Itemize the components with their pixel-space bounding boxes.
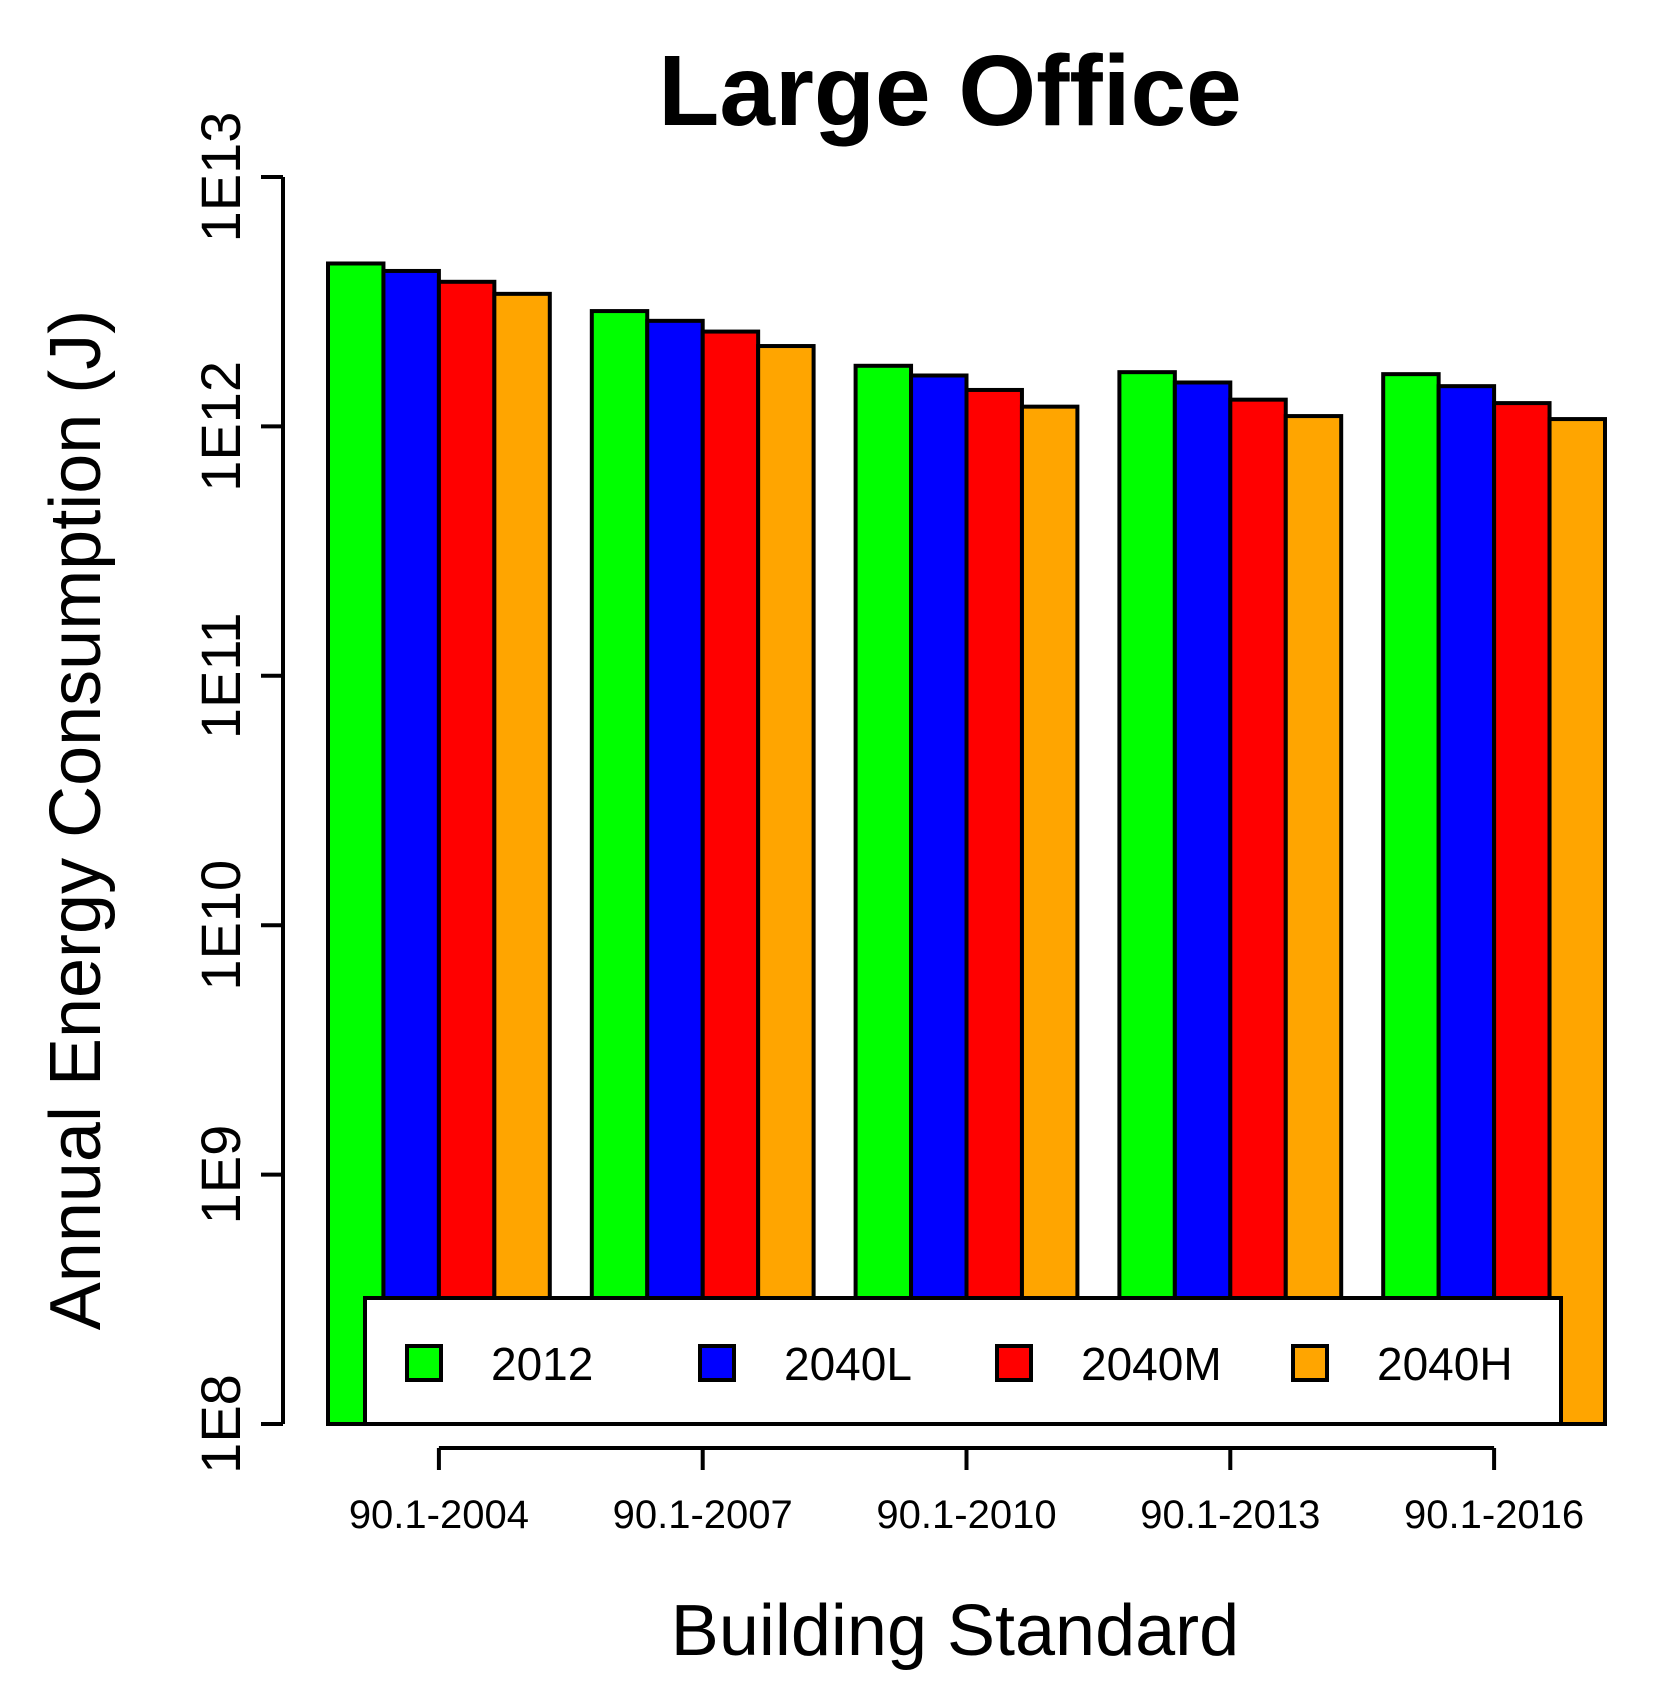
legend-box — [363, 1296, 1563, 1426]
bar — [1172, 380, 1233, 1427]
legend-label: 2040H — [1377, 1338, 1513, 1390]
x-axis: 90.1-2004 90.1-2007 90.1-2010 90.1-2013 90.1… — [349, 1446, 1584, 1537]
legend-label: 2040M — [1081, 1338, 1222, 1390]
y-tick-label: 1E8 — [189, 1374, 252, 1474]
bar — [909, 373, 969, 1427]
bar — [700, 329, 761, 1426]
bar — [853, 363, 914, 1427]
bar — [436, 279, 497, 1426]
x-tick-label: 90.1-2016 — [1404, 1493, 1584, 1537]
x-tick-label: 90.1-2004 — [349, 1493, 529, 1537]
y-tick-label: 1E13 — [189, 112, 252, 243]
x-tick-label: 90.1-2007 — [613, 1493, 793, 1537]
x-tick-label: 90.1-2013 — [1140, 1493, 1320, 1537]
y-axis-label: Annual Energy Consumption (J) — [36, 310, 116, 1331]
bar — [326, 261, 386, 1427]
bar — [1547, 417, 1608, 1426]
bar — [492, 291, 552, 1427]
x-tick-label: 90.1-2010 — [876, 1493, 1056, 1537]
bar — [1492, 401, 1552, 1426]
y-axis: 1E8 1E9 1E10 1E11 1E12 1E13 — [189, 112, 285, 1474]
bar — [645, 318, 705, 1426]
y-tick-label: 1E9 — [189, 1125, 252, 1225]
bar — [1019, 404, 1080, 1426]
y-tick-label: 1E12 — [189, 361, 252, 492]
legend: 2012 2040L 2040M 2040H — [363, 1296, 1563, 1426]
bar — [964, 387, 1024, 1426]
x-axis-label: Building Standard — [671, 1591, 1239, 1671]
y-tick-label: 1E11 — [189, 612, 252, 739]
bars — [326, 261, 1608, 1427]
legend-swatch — [405, 1344, 443, 1382]
y-tick-label: 1E10 — [189, 860, 252, 991]
legend-label: 2040L — [784, 1338, 912, 1390]
legend-label: 2012 — [491, 1338, 593, 1390]
bar — [756, 344, 816, 1427]
bar — [1381, 372, 1441, 1426]
chart-title: Large Office — [658, 35, 1242, 147]
legend-swatch — [1291, 1344, 1329, 1382]
legend-swatch — [698, 1344, 736, 1382]
bar — [381, 268, 441, 1426]
legend-swatch — [995, 1344, 1033, 1382]
bar — [1283, 414, 1344, 1426]
bar — [1117, 370, 1177, 1426]
bar — [1228, 397, 1288, 1426]
bar — [589, 309, 650, 1427]
bar — [1436, 384, 1497, 1427]
